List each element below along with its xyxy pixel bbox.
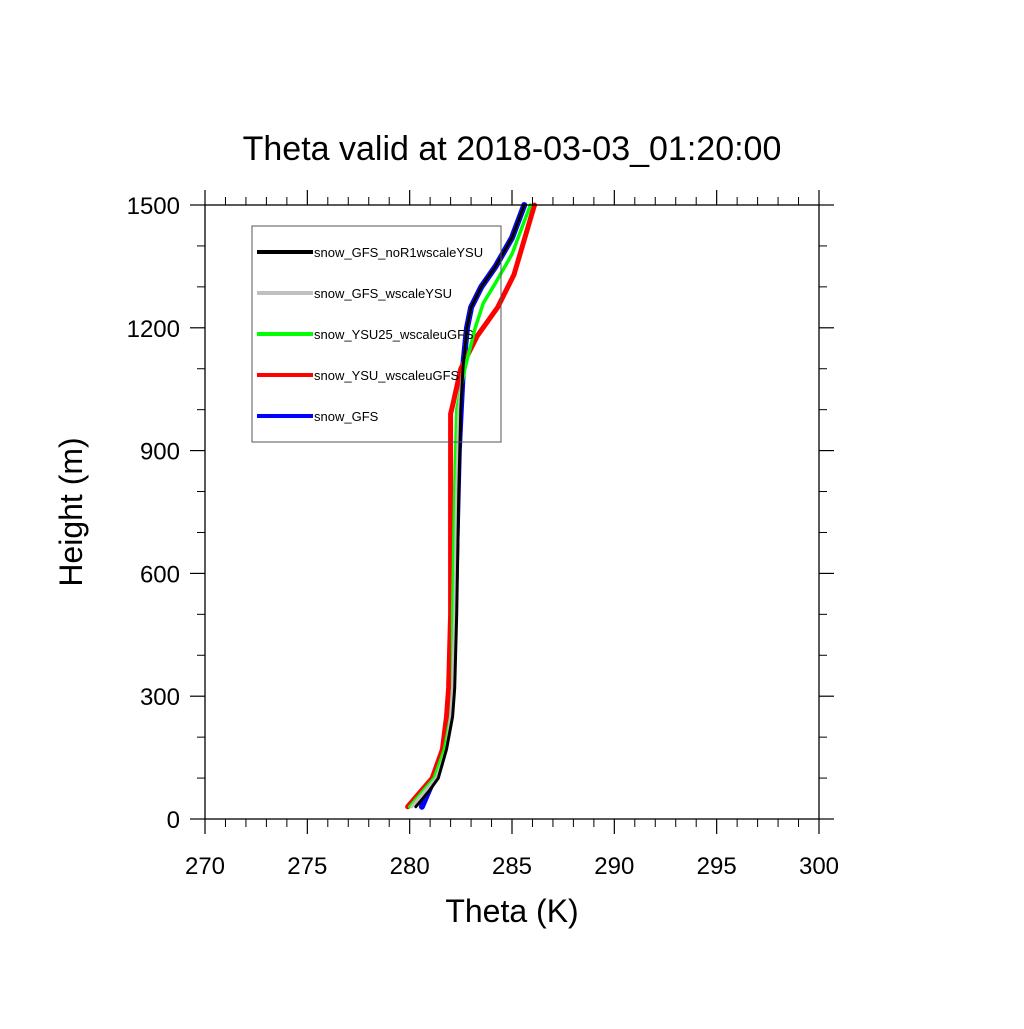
x-tick-label: 300 (799, 853, 839, 880)
x-tick-label: 275 (287, 853, 327, 880)
x-tick-label: 290 (594, 853, 634, 880)
series-line-4 (414, 203, 526, 809)
series-line-2 (407, 203, 533, 809)
legend-label-2: snow_YSU25_wscaleuGFS (314, 327, 474, 342)
series-layer (405, 202, 537, 810)
legend-label-3: snow_YSU_wscaleuGFS (314, 368, 460, 383)
tick-layer: 270 275 280 285 290 295 300 0 300 600 900 1200 1500 (127, 190, 839, 880)
y-tick-label: 1200 (127, 316, 180, 343)
plot-frame (204, 204, 820, 820)
y-axis-label: Height (m) (53, 437, 89, 586)
y-tick-label: 900 (140, 439, 180, 466)
y-tick-label: 1500 (127, 193, 180, 220)
legend-label-4: snow_GFS (314, 409, 379, 424)
legend-box (251, 225, 502, 443)
y-tick-label: 600 (140, 561, 180, 588)
x-tick-label: 295 (697, 853, 737, 880)
y-tick-label: 300 (140, 684, 180, 711)
x-tick-label: 270 (185, 853, 225, 880)
chart-title: Theta valid at 2018-03-03_01:20:00 (243, 130, 782, 168)
series-line-1 (405, 202, 537, 810)
legend-label-1: snow_GFS_wscaleYSU (314, 286, 452, 301)
x-axis-label: Theta (K) (445, 893, 578, 929)
x-tick-label: 285 (492, 853, 532, 880)
legend-label-0: snow_GFS_noR1wscaleYSU (314, 245, 483, 260)
y-tick-label: 0 (167, 807, 180, 834)
x-tick-label: 280 (390, 853, 430, 880)
legend: snow_GFS_noR1wscaleYSU snow_GFS_wscaleYSU… (251, 225, 502, 443)
